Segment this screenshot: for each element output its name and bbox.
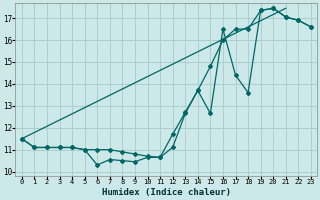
X-axis label: Humidex (Indice chaleur): Humidex (Indice chaleur) bbox=[102, 188, 231, 197]
